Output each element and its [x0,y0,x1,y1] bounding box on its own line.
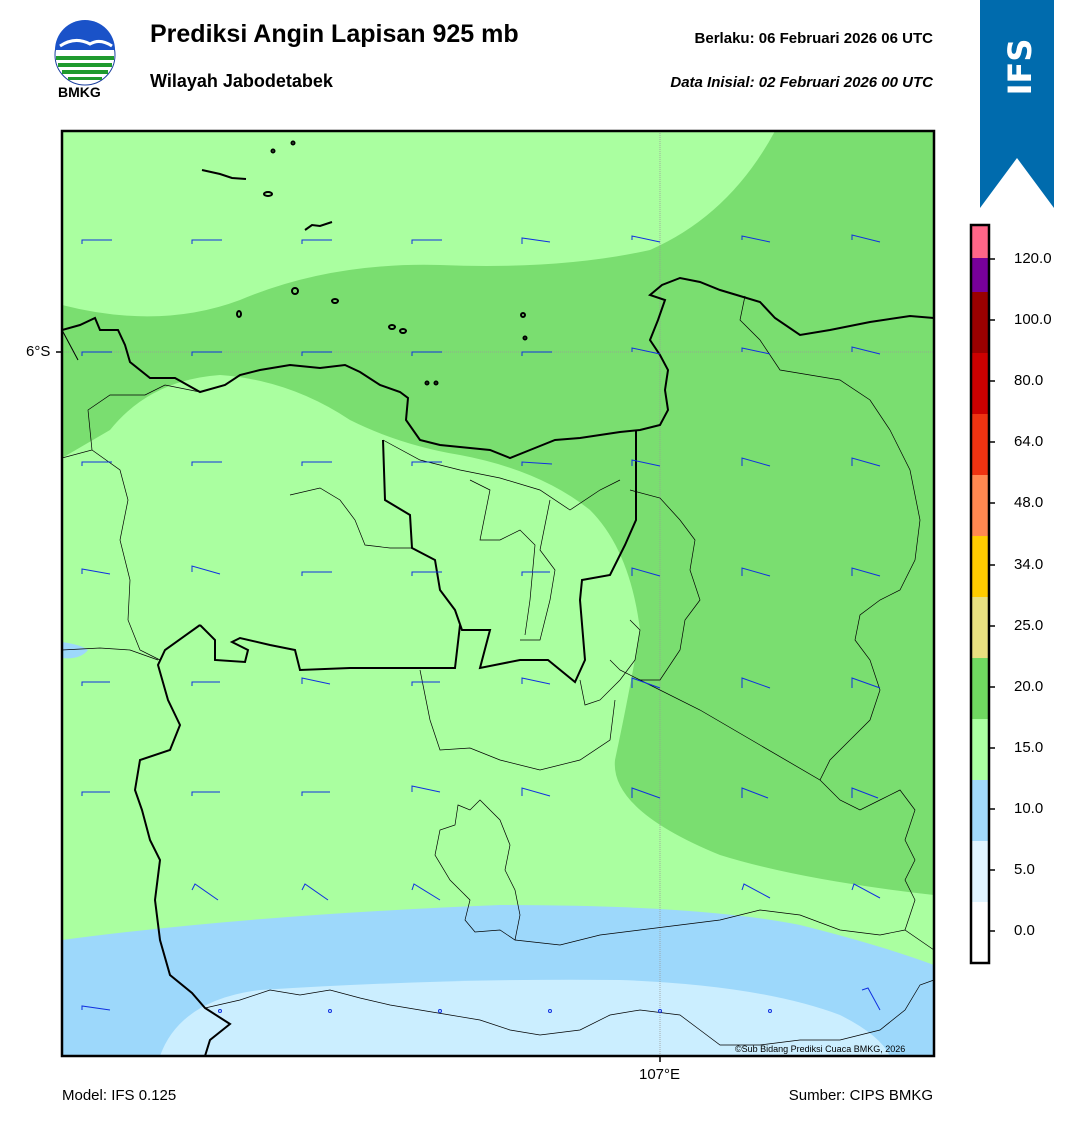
initial-time: Data Inisial: 02 Februari 2026 00 UTC [670,74,933,91]
colorbar-label: 120.0 [1014,250,1052,267]
valid-time: Berlaku: 06 Februari 2026 06 UTC [694,30,933,47]
colorbar [969,223,995,965]
region-subtitle: Wilayah Jabodetabek [150,71,333,91]
source-info: Sumber: CIPS BMKG [788,1087,933,1104]
calm-circle-icon [218,1009,772,1013]
wind-speed-map [62,131,934,1056]
copyright-text: ©Sub Bidang Prediksi Cuaca BMKG, 2026 [735,1044,906,1054]
logo-text: BMKG [58,84,101,100]
ifs-badge [980,0,1054,208]
colorbar-label: 48.0 [1014,494,1044,511]
colorbar-label: 25.0 [1014,617,1044,634]
page-title: Prediksi Angin Lapisan 925 mb [150,20,519,48]
ifs-badge-text: IFS [1001,38,1039,96]
wind-barb-icon [81,234,881,1011]
model-info: Model: IFS 0.125 [62,1087,177,1104]
colorbar-label: 5.0 [1014,861,1035,878]
colorbar-label: 34.0 [1014,556,1044,573]
colorbar-label: 64.0 [1014,433,1044,450]
colorbar-label: 15.0 [1014,739,1044,756]
latitude-label: 6°S [26,343,51,360]
colorbar-label: 100.0 [1014,311,1052,328]
colorbar-label: 0.0 [1014,922,1035,939]
colorbar-label: 20.0 [1014,678,1044,695]
colorbar-label: 80.0 [1014,372,1044,389]
colorbar-label: 10.0 [1014,800,1044,817]
ifs-badge-label: IFS [1000,32,1040,102]
map-frame [60,129,936,1058]
bmkg-logo-icon [54,20,116,86]
longitude-label: 107°E [639,1066,681,1083]
